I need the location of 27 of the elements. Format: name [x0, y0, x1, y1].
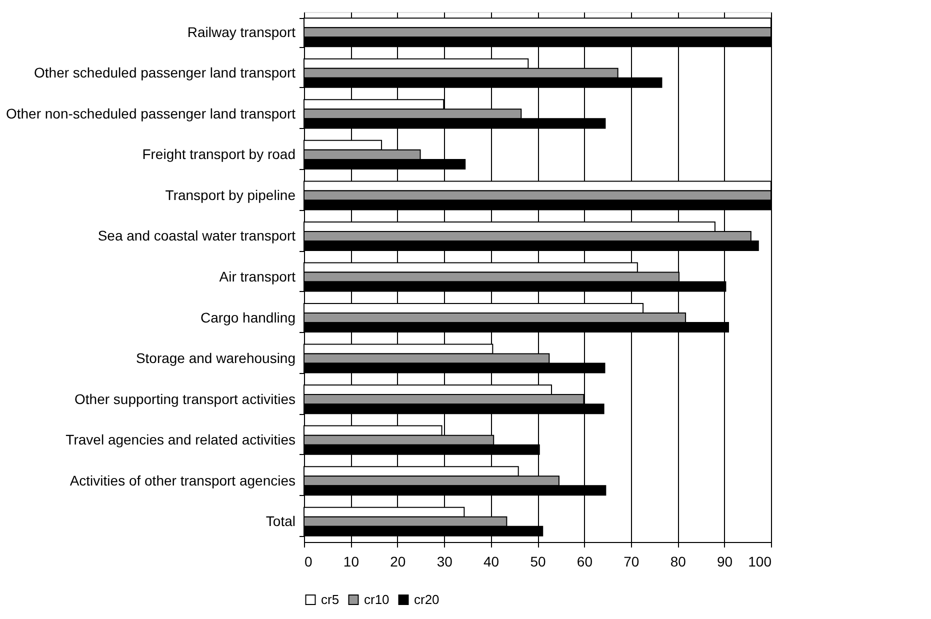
y-tick-label: Cargo handling [200, 309, 296, 326]
legend-label: cr5 [321, 592, 340, 607]
y-tick-label: Railway transport [187, 24, 296, 40]
x-tick-label: 10 [343, 554, 360, 570]
y-tick-label: Sea and coastal water transport [98, 228, 296, 244]
legend-label: cr10 [364, 592, 390, 607]
y-tick-label: Freight transport by road [142, 146, 296, 162]
x-tick-label: 30 [436, 554, 453, 570]
y-tick-label: Transport by pipeline [165, 186, 296, 203]
x-tick-label: 0 [304, 554, 312, 570]
y-tick-label: Other scheduled passenger land transport [34, 64, 296, 81]
y-tick-label: Air transport [219, 268, 296, 284]
y-tick-label: Other non-scheduled passenger land transport [6, 105, 296, 122]
y-tick-label: Storage and warehousing [136, 350, 296, 366]
x-tick-label: 90 [717, 554, 733, 570]
x-tick-label: 70 [624, 554, 640, 570]
x-tick-label: 80 [670, 554, 686, 570]
legend-label: cr20 [414, 592, 440, 607]
y-tick-label: Total [266, 513, 296, 530]
x-tick-label: 40 [484, 554, 500, 570]
y-tick-label: Other supporting transport activities [74, 390, 296, 407]
y-tick-label: Travel agencies and related activities [66, 432, 296, 448]
x-tick-label: 20 [390, 554, 406, 570]
x-tick-label: 100 [748, 554, 772, 570]
y-tick-label: Activities of other transport agencies [70, 472, 296, 488]
x-tick-label: 50 [530, 554, 546, 570]
x-tick-label: 60 [576, 554, 593, 570]
